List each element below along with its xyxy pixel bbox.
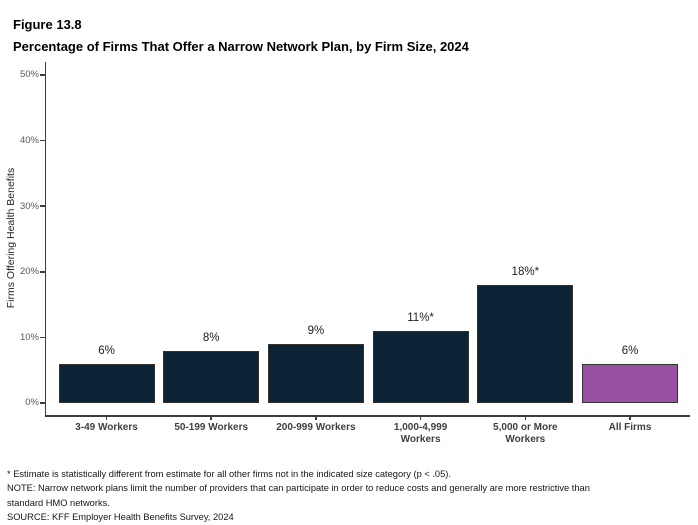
bar-value-label-3: 11%* — [407, 312, 434, 325]
figure-label: Figure 13.8 — [13, 17, 82, 32]
footnote-significance: * Estimate is statistically different fr… — [7, 469, 451, 479]
footnote-source: SOURCE: KFF Employer Health Benefits Sur… — [7, 512, 234, 523]
footnote-note-line2: standard HMO networks. — [7, 497, 110, 508]
y-tick-label-0: 0% — [25, 397, 39, 409]
x-axis-tick-1 — [210, 415, 212, 420]
y-axis-tick-3 — [39, 205, 45, 207]
x-axis-tick-4 — [524, 415, 527, 420]
bar-value-label-0: 6% — [98, 345, 115, 358]
x-tick-label-2: 200-999 Workers — [276, 421, 356, 433]
y-tick-label-1: 10% — [19, 331, 39, 343]
chart-title: Percentage of Firms That Offer a Narrow … — [13, 39, 469, 54]
y-tick-label-2: 20% — [19, 266, 39, 278]
y-axis-tick-1 — [39, 336, 45, 339]
y-axis-tick-4 — [39, 139, 45, 142]
footnotes: * Estimate is statistically different fr… — [7, 467, 590, 525]
bar-value-label-4: 18%* — [511, 266, 540, 279]
bar-value-label-1: 8% — [202, 332, 220, 345]
bar-value-label-2: 9% — [307, 325, 325, 338]
y-axis-tick-2 — [39, 271, 45, 273]
y-tick-label-5: 50% — [19, 69, 39, 81]
x-axis-tick-5 — [629, 415, 631, 420]
bar-200-999-workers — [267, 343, 364, 403]
bar-all-firms — [582, 363, 678, 403]
footnote-note-line1: NOTE: Narrow network plans limit the num… — [7, 483, 590, 494]
y-axis-line — [44, 62, 47, 417]
x-tick-label-3: 1,000-4,999 Workers — [393, 421, 448, 446]
y-tick-label-4: 40% — [19, 135, 39, 146]
bar-5-000-or-more-workers — [477, 284, 574, 403]
y-tick-label-3: 30% — [19, 200, 39, 212]
y-axis-tick-0 — [39, 402, 45, 404]
x-axis-tick-0 — [105, 415, 108, 420]
bar-3-49-workers — [58, 363, 155, 403]
x-tick-label-1: 50-199 Workers — [174, 421, 249, 433]
bar-value-label-5: 6% — [621, 345, 639, 358]
y-axis-title: Firms Offering Health Benefits — [5, 167, 17, 309]
y-axis-tick-5 — [39, 74, 45, 76]
x-axis-line — [44, 415, 690, 417]
x-tick-label-4: 5,000 or More Workers — [493, 421, 558, 446]
x-tick-label-0: 3-49 Workers — [75, 421, 138, 433]
bar-1-000-4-999-workers — [372, 330, 469, 403]
x-axis-tick-3 — [419, 415, 422, 420]
x-axis-tick-2 — [315, 415, 317, 420]
x-tick-label-5: All Firms — [608, 421, 652, 433]
bar-50-199-workers — [163, 350, 260, 403]
